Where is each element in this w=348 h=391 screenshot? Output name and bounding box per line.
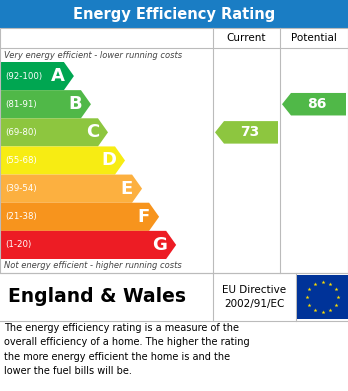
Text: 86: 86 <box>307 97 327 111</box>
Polygon shape <box>0 174 142 203</box>
Polygon shape <box>0 203 159 231</box>
Text: (81-91): (81-91) <box>5 100 37 109</box>
Text: Not energy efficient - higher running costs: Not energy efficient - higher running co… <box>4 262 182 271</box>
Text: Current: Current <box>227 33 266 43</box>
Text: (92-100): (92-100) <box>5 72 42 81</box>
Text: The energy efficiency rating is a measure of the
overall efficiency of a home. T: The energy efficiency rating is a measur… <box>4 323 250 376</box>
Polygon shape <box>0 62 74 90</box>
Text: EU Directive
2002/91/EC: EU Directive 2002/91/EC <box>222 285 286 308</box>
Polygon shape <box>0 146 125 174</box>
Text: G: G <box>152 236 167 254</box>
Bar <box>0 0 348 28</box>
Polygon shape <box>0 118 108 146</box>
Text: Potential: Potential <box>291 33 337 43</box>
Bar <box>297 275 348 319</box>
Text: F: F <box>138 208 150 226</box>
Text: (21-38): (21-38) <box>5 212 37 221</box>
Text: D: D <box>101 151 116 170</box>
Polygon shape <box>0 90 91 118</box>
Text: B: B <box>68 95 82 113</box>
Text: Energy Efficiency Rating: Energy Efficiency Rating <box>73 7 275 22</box>
Text: E: E <box>121 179 133 197</box>
Text: (55-68): (55-68) <box>5 156 37 165</box>
Polygon shape <box>282 93 346 115</box>
Bar <box>0 28 348 273</box>
Bar <box>0 28 348 273</box>
Text: England & Wales: England & Wales <box>8 287 186 307</box>
Text: 73: 73 <box>240 126 259 139</box>
Text: (1-20): (1-20) <box>5 240 31 249</box>
Text: (39-54): (39-54) <box>5 184 37 193</box>
Polygon shape <box>215 121 278 143</box>
Bar <box>0 273 348 321</box>
Text: A: A <box>51 67 65 85</box>
Text: Very energy efficient - lower running costs: Very energy efficient - lower running co… <box>4 50 182 59</box>
Text: (69-80): (69-80) <box>5 128 37 137</box>
Text: C: C <box>86 123 99 142</box>
Polygon shape <box>0 231 176 259</box>
